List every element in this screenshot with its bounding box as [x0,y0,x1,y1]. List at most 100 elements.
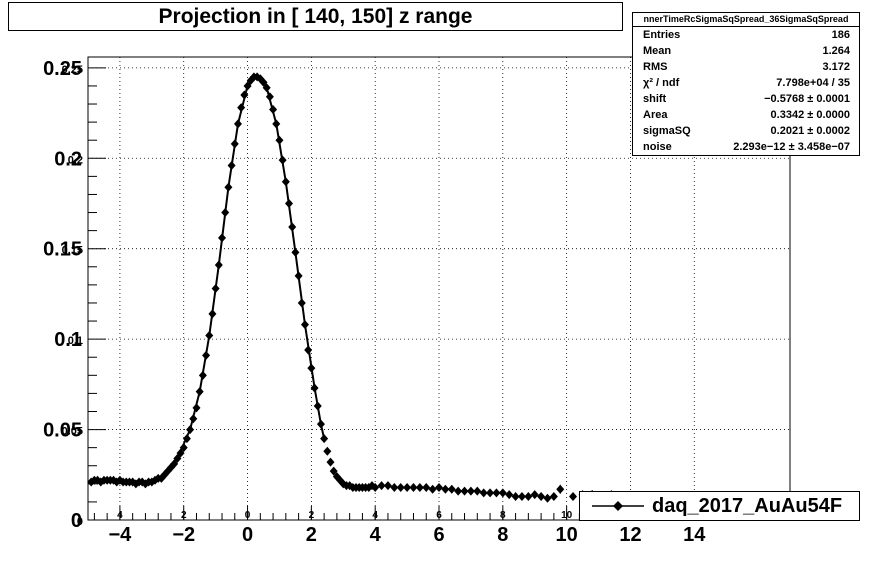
stats-rows: Entries 186 Mean 1.264 RMS 3.172 χ² / ndf 7.798… [633,27,859,155]
stats-row-label: sigmaSQ [643,125,691,137]
x-tick-label: 4 [370,524,382,546]
data-point [517,491,526,501]
data-marker [422,482,431,492]
data-point [390,482,399,492]
y-inner-tick-label: 0.25 [62,64,83,76]
data-marker [460,486,469,496]
data-point [300,320,309,330]
data-point [473,486,482,496]
data-point [202,350,211,360]
data-marker [202,350,211,360]
data-point [237,103,246,113]
data-marker [214,260,223,270]
x-tick-label: 12 [619,524,641,546]
data-marker [224,182,233,192]
data-marker [377,481,386,491]
x-tick-label: 2 [306,524,317,546]
y-tick-label: 0.2 [54,148,82,170]
data-marker [205,331,214,341]
y-tick-label: 0.1 [54,329,82,351]
data-marker [179,443,188,453]
data-point [230,139,239,149]
data-point [304,345,313,355]
data-point [454,486,463,496]
stats-row-label: Entries [643,29,681,41]
data-marker [316,419,325,429]
data-marker [556,484,565,494]
data-marker [281,177,290,187]
data-marker [307,363,316,373]
data-point [441,484,450,494]
stats-row: sigmaSQ 0.2021 ± 0.0002 [633,123,859,139]
data-point [313,401,322,411]
legend-entry-label: daq_2017_AuAu54F [652,494,843,517]
data-marker [326,457,335,467]
data-point [422,482,431,492]
data-point [278,155,287,165]
data-marker [543,493,552,503]
plot-title-text: Projection in [ 140, 150] z range [158,4,473,28]
data-marker [288,222,297,232]
data-point [262,83,271,93]
data-point [186,425,195,435]
data-point [320,434,329,444]
x-tick-label: −2 [172,524,195,546]
x-inner-tick-label: 4 [117,510,123,521]
data-marker [243,81,252,91]
y-tick-label: 0 [71,510,82,532]
data-marker [230,139,239,149]
plot-title: Projection in [ 140, 150] z range [8,2,623,31]
data-marker [259,77,268,87]
data-marker [300,320,309,330]
data-marker [198,370,207,380]
data-point [179,443,188,453]
data-point [409,482,418,492]
stats-row: Mean 1.264 [633,43,859,59]
data-point [316,419,325,429]
x-tick-label: 6 [433,524,444,546]
data-marker [415,482,424,492]
data-marker [320,434,329,444]
data-point [227,161,236,171]
data-point [447,484,456,494]
data-point [415,482,424,492]
data-point [173,454,182,464]
data-marker [176,448,185,458]
fit-curve-line [91,75,326,483]
data-points [87,72,641,503]
stats-row-value: 0.3342 ± 0.0000 [770,109,850,121]
fit-curve [91,75,326,483]
data-marker [313,401,322,411]
data-marker [537,491,546,501]
data-marker [511,491,520,501]
data-marker [240,90,249,100]
data-marker [435,482,443,492]
data-point [505,490,514,500]
data-marker [505,490,514,500]
data-marker [233,119,242,129]
data-marker [486,488,495,498]
data-marker [291,247,300,257]
stats-box: nnerTimeRcSigmaSqSpread_36SigmaSqSpread … [632,12,860,156]
y-inner-tick-label: 0.05 [62,426,83,438]
data-point [569,491,578,501]
data-marker [221,208,230,218]
data-marker [272,119,281,129]
data-point [428,484,437,494]
x-inner-tick-label: 10 [561,510,573,521]
data-point [233,119,242,129]
data-marker [323,446,332,456]
data-marker [371,482,380,492]
data-point [205,331,214,341]
data-marker [530,490,539,500]
data-marker [310,383,319,393]
data-marker [473,486,482,496]
stats-row: Area 0.3342 ± 0.0000 [633,107,859,123]
data-point [218,233,227,243]
data-marker [329,466,338,476]
data-marker [195,387,204,397]
data-marker [265,92,274,102]
stats-row: noise 2.293e−12 ± 3.458e−07 [633,139,859,155]
data-point [211,284,220,293]
data-marker [275,135,284,145]
